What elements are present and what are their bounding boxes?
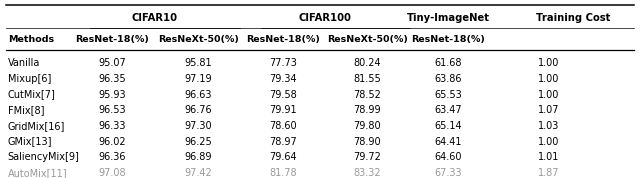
Text: 1.00: 1.00 [538, 58, 560, 68]
Text: 95.93: 95.93 [98, 90, 126, 100]
Text: 65.14: 65.14 [434, 121, 462, 131]
Text: 97.19: 97.19 [184, 74, 212, 84]
Text: Methods: Methods [8, 35, 54, 44]
Text: 97.08: 97.08 [98, 168, 126, 178]
Text: 79.91: 79.91 [269, 105, 297, 115]
Text: Training Cost: Training Cost [536, 13, 610, 23]
Text: 65.53: 65.53 [434, 90, 462, 100]
Text: 80.24: 80.24 [353, 58, 381, 68]
Text: 1.00: 1.00 [538, 74, 560, 84]
Text: 1.01: 1.01 [538, 152, 560, 162]
Text: 67.33: 67.33 [434, 168, 462, 178]
Text: GridMix[16]: GridMix[16] [8, 121, 65, 131]
Text: 95.07: 95.07 [98, 58, 126, 68]
Text: 96.89: 96.89 [185, 152, 212, 162]
Text: 78.90: 78.90 [353, 137, 381, 146]
Text: 61.68: 61.68 [435, 58, 461, 68]
Text: 64.41: 64.41 [435, 137, 461, 146]
Text: 81.55: 81.55 [353, 74, 381, 84]
Text: 96.63: 96.63 [185, 90, 212, 100]
Text: Vanilla: Vanilla [8, 58, 40, 68]
Text: Tiny-ImageNet: Tiny-ImageNet [406, 13, 490, 23]
Text: 83.32: 83.32 [353, 168, 381, 178]
Text: 78.60: 78.60 [269, 121, 297, 131]
Text: 78.99: 78.99 [353, 105, 381, 115]
Text: 63.86: 63.86 [435, 74, 461, 84]
Text: CutMix[7]: CutMix[7] [8, 90, 56, 100]
Text: 1.07: 1.07 [538, 105, 560, 115]
Text: 79.58: 79.58 [269, 90, 297, 100]
Text: ResNeXt-50(%): ResNeXt-50(%) [327, 35, 408, 44]
Text: 1.03: 1.03 [538, 121, 560, 131]
Text: 97.42: 97.42 [184, 168, 212, 178]
Text: 1.00: 1.00 [538, 137, 560, 146]
Text: 96.02: 96.02 [98, 137, 126, 146]
Text: AutoMix[11]: AutoMix[11] [8, 168, 67, 178]
Text: 78.52: 78.52 [353, 90, 381, 100]
Text: 96.33: 96.33 [99, 121, 125, 131]
Text: 95.81: 95.81 [184, 58, 212, 68]
Text: CIFAR10: CIFAR10 [132, 13, 178, 23]
Text: FMix[8]: FMix[8] [8, 105, 44, 115]
Text: 79.80: 79.80 [353, 121, 381, 131]
Text: 1.00: 1.00 [538, 90, 560, 100]
Text: ResNet-18(%): ResNet-18(%) [411, 35, 485, 44]
Text: 1.87: 1.87 [538, 168, 560, 178]
Text: 77.73: 77.73 [269, 58, 297, 68]
Text: ResNeXt-50(%): ResNeXt-50(%) [158, 35, 239, 44]
Text: 79.72: 79.72 [353, 152, 381, 162]
Text: 96.35: 96.35 [98, 74, 126, 84]
Text: GMix[13]: GMix[13] [8, 137, 52, 146]
Text: ResNet-18(%): ResNet-18(%) [246, 35, 320, 44]
Text: 97.30: 97.30 [184, 121, 212, 131]
Text: 79.64: 79.64 [269, 152, 297, 162]
Text: Mixup[6]: Mixup[6] [8, 74, 51, 84]
Text: CIFAR100: CIFAR100 [299, 13, 351, 23]
Text: 96.36: 96.36 [99, 152, 125, 162]
Text: SaliencyMix[9]: SaliencyMix[9] [8, 152, 79, 162]
Text: 96.76: 96.76 [184, 105, 212, 115]
Text: 81.78: 81.78 [269, 168, 297, 178]
Text: 64.60: 64.60 [435, 152, 461, 162]
Text: ResNet-18(%): ResNet-18(%) [75, 35, 149, 44]
Text: 63.47: 63.47 [434, 105, 462, 115]
Text: 78.97: 78.97 [269, 137, 297, 146]
Text: 79.34: 79.34 [269, 74, 297, 84]
Text: 96.25: 96.25 [184, 137, 212, 146]
Text: 96.53: 96.53 [98, 105, 126, 115]
